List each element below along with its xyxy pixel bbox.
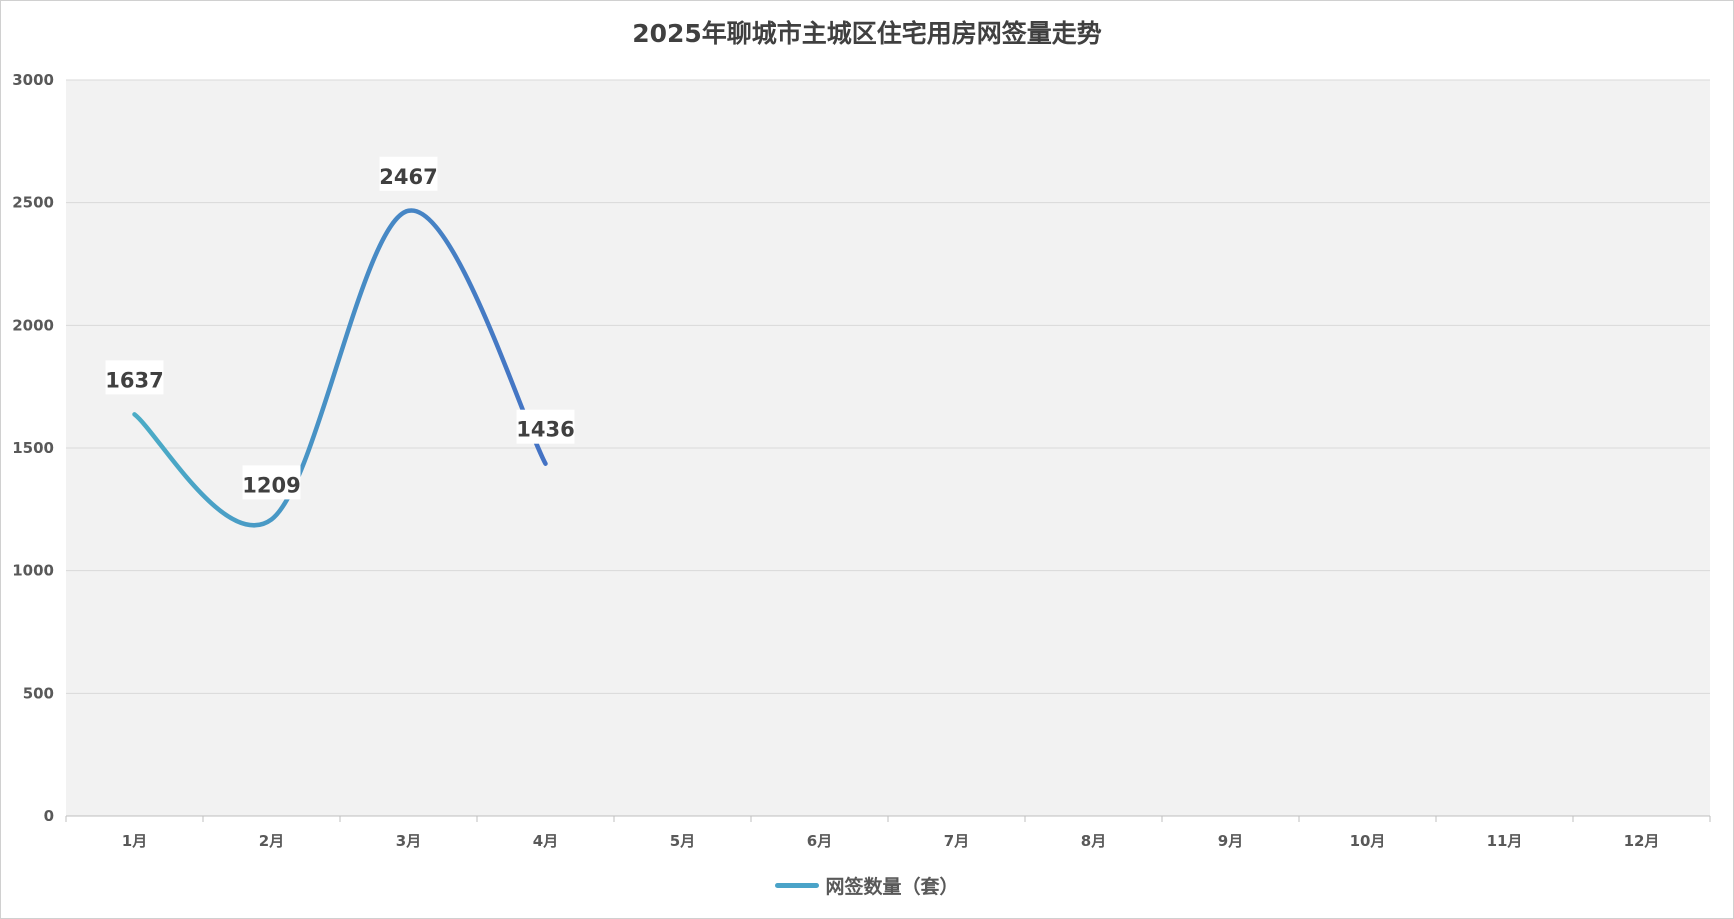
data-label-bg <box>242 465 301 500</box>
x-axis: 1月 2月 3月 4月 5月 6月 7月 8月 9月 10月 11月 12月 <box>65 816 1711 850</box>
y-tick-label: 500 <box>23 684 54 702</box>
y-tick-label: 1500 <box>12 439 54 457</box>
x-tick-label: 6月 <box>807 832 832 850</box>
data-label: 1209 <box>242 465 301 500</box>
y-tick-label: 0 <box>44 807 54 825</box>
y-tick-label: 1000 <box>12 562 54 580</box>
x-tick-label: 11月 <box>1487 832 1523 850</box>
x-tick-label: 7月 <box>944 832 969 850</box>
y-tick-label: 2500 <box>12 194 54 212</box>
data-label-bg <box>379 156 438 191</box>
x-tick-label: 1月 <box>122 832 147 850</box>
legend-swatch <box>775 883 820 888</box>
x-tick-label: 4月 <box>533 832 558 850</box>
data-label-text: 2467 <box>379 165 437 189</box>
y-axis: 0 500 1000 1500 2000 2500 3000 <box>12 71 54 825</box>
data-label-bg <box>516 409 575 444</box>
series-group <box>132 208 548 528</box>
data-label: 1436 <box>516 409 575 444</box>
y-tick-label: 2000 <box>12 316 54 334</box>
x-tick-label: 9月 <box>1218 832 1243 850</box>
data-label-text: 1637 <box>105 368 163 392</box>
legend: 网签数量（套） <box>0 872 1734 899</box>
x-tick-label: 3月 <box>396 832 421 850</box>
y-tick-label: 3000 <box>12 71 54 89</box>
data-label-bg <box>105 360 164 395</box>
x-tick-label: 5月 <box>670 832 695 850</box>
data-label-text: 1436 <box>516 418 574 442</box>
legend-label-series: 网签数量（套） <box>825 876 959 898</box>
data-label: 1637 <box>105 360 164 395</box>
data-label: 2467 <box>379 156 438 191</box>
chart-title: 2025年聊城市主城区住宅用房网签量走势 <box>632 19 1102 48</box>
x-tick-label: 2月 <box>259 832 284 850</box>
data-labels: 1637 1209 2467 1436 <box>105 156 575 500</box>
x-tick-label: 8月 <box>1081 832 1106 850</box>
series-line-wangqian <box>132 208 548 528</box>
data-label-text: 1209 <box>242 473 300 497</box>
x-tick-label: 12月 <box>1624 832 1660 850</box>
x-tick-label: 10月 <box>1350 832 1386 850</box>
